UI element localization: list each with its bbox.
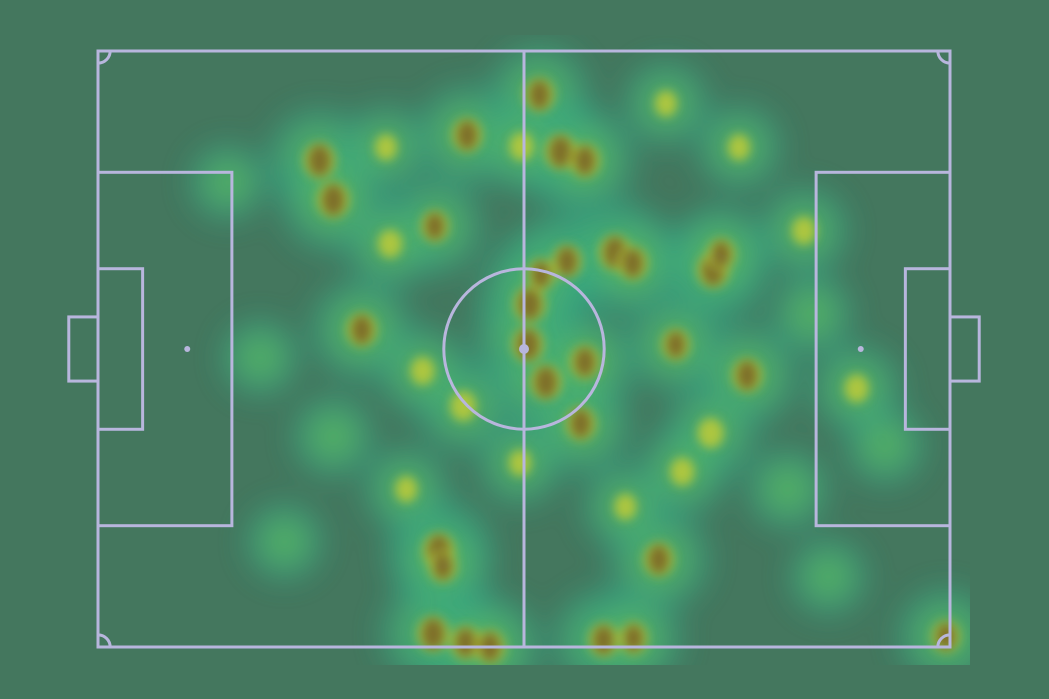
heat-ring [655,90,677,117]
heat-core [321,184,346,216]
center-circle [442,267,606,431]
heat-ring [410,356,435,385]
heat-glow-inner [261,519,308,565]
heat-core [456,120,479,151]
heat-core [421,617,446,650]
heat-core [592,625,615,655]
heat-ring [844,374,869,403]
heat-core [530,260,552,289]
heat-core [516,328,541,361]
heat-core [569,408,592,439]
left-penalty-spot [184,346,191,352]
heat-ring [670,457,695,486]
heat-core [555,246,579,277]
heat-core [432,552,454,581]
heat-core [454,627,477,658]
heat-ring [509,132,534,161]
heat-core [647,544,670,575]
heat-glow-inner [861,421,909,470]
right-goal [948,315,981,383]
heat-core [623,624,644,653]
left-goal [67,315,100,383]
heat-glow-inner [308,412,358,462]
corner-arc-top-left [97,50,112,65]
heat-core [424,212,445,241]
heat-layer [187,42,970,665]
heat-core [621,248,644,279]
heat-ring [791,216,816,245]
heat-core [528,79,551,110]
corner-arc-bottom-left [97,633,112,648]
heat-glow-inner [237,334,284,381]
corner-arc-top-right [936,50,951,65]
heat-ring [728,134,751,161]
heat-core [573,347,596,378]
heat-ring [395,476,418,503]
heat-core [710,240,732,269]
heat-glow-inner [787,289,837,339]
heat-core [736,360,759,391]
center-spot [519,344,529,354]
heat-ring [375,134,398,161]
heat-core [350,314,373,345]
heat-glow-inner [205,159,251,206]
corner-arc-bottom-right [936,633,951,648]
heat-core [665,330,686,359]
heat-glow-inner [805,554,852,600]
heat-ring [614,493,637,520]
heat-core [517,288,542,321]
pitch-lines [67,49,981,649]
heat-ring [697,418,724,449]
heat-ring [508,449,531,476]
heat-core [307,144,332,177]
heat-core [548,135,573,168]
heat-ring [378,229,403,258]
heat-core [533,366,558,399]
right-penalty-spot [857,346,864,352]
heat-glow-inner [763,464,813,514]
heat-ring [450,390,477,421]
heat-core-group [303,77,960,664]
heat-core [573,145,596,176]
